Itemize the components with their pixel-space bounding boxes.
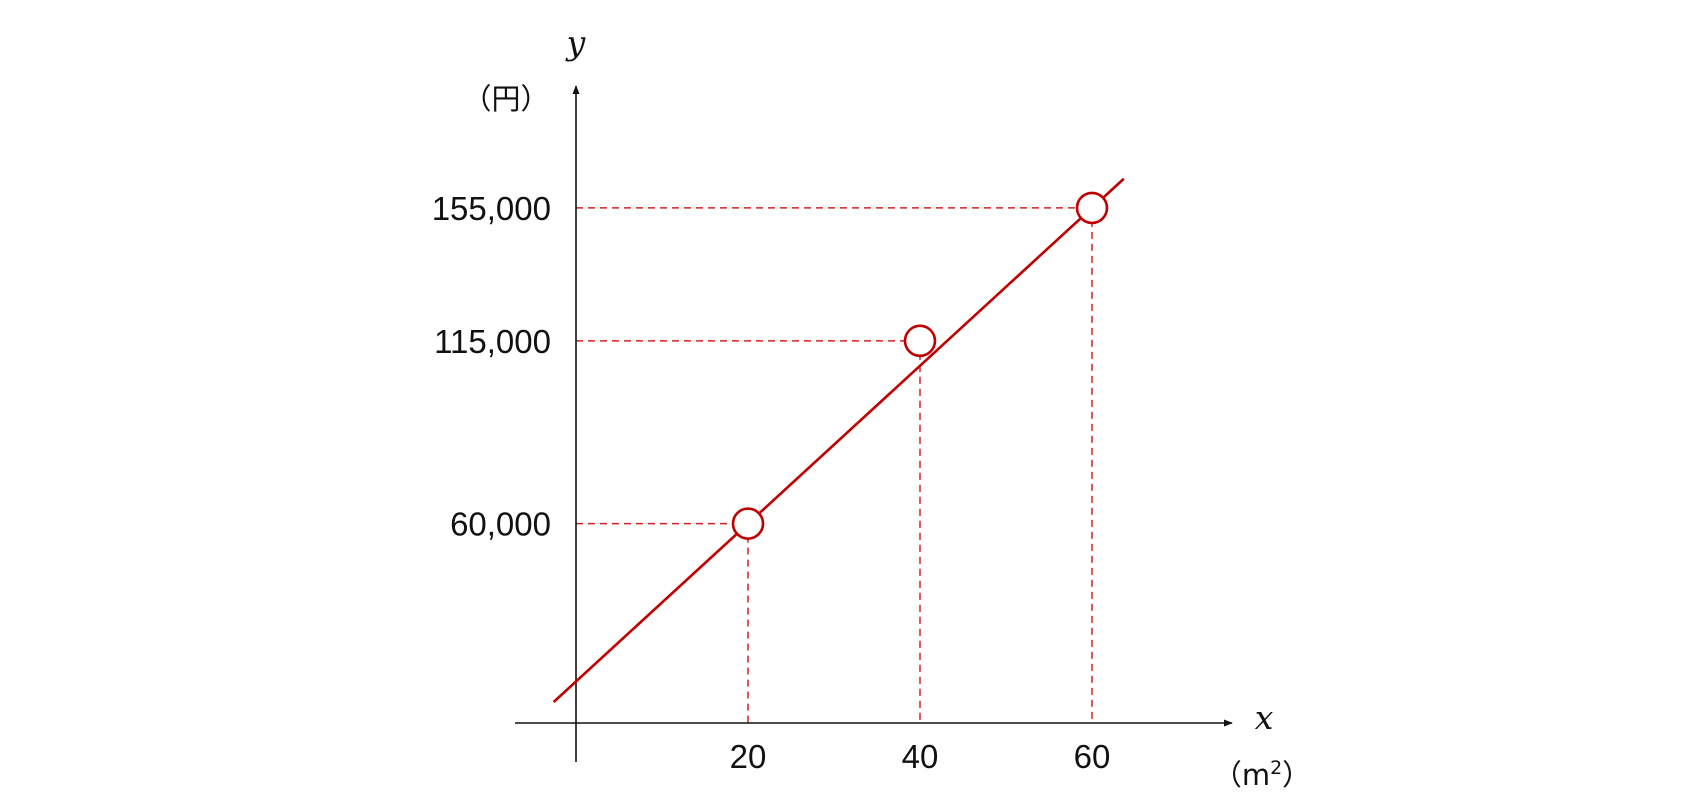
- y-unit-label: （円）: [462, 82, 549, 116]
- x-unit-superscript: 2: [1270, 757, 1282, 779]
- data-point-1: [731, 507, 765, 540]
- x-unit-suffix: ）: [1282, 758, 1311, 792]
- x-tick-label-3: 60: [1074, 738, 1111, 775]
- x-tick-label-2: 40: [902, 738, 939, 775]
- data-point-2: [903, 324, 937, 358]
- x-unit-prefix: （m: [1213, 758, 1270, 792]
- guide-lines: [576, 207, 1093, 723]
- data-points: [731, 191, 1109, 540]
- x-tick-labels: 20 40 60: [730, 738, 1111, 775]
- data-point-3: [1075, 191, 1109, 225]
- x-axis-label: x: [1255, 698, 1274, 737]
- data-line: [552, 177, 1125, 703]
- x-unit-label: （m2）: [1213, 757, 1311, 792]
- y-axis-label: y: [565, 23, 586, 62]
- x-tick-label-1: 20: [730, 738, 767, 775]
- y-tick-label-3: 155,000: [432, 190, 551, 227]
- y-tick-label-2: 115,000: [434, 323, 551, 360]
- y-tick-label-1: 60,000: [450, 506, 551, 543]
- y-tick-labels: 60,000 115,000 155,000: [432, 190, 551, 543]
